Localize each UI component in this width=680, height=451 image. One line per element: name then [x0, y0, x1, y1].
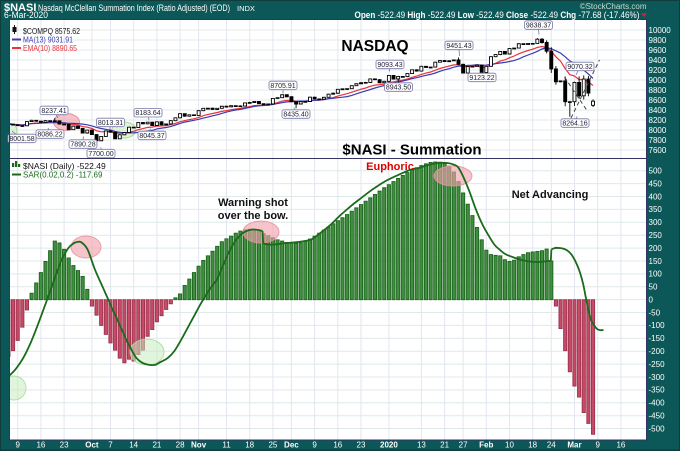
svg-text:8086.22: 8086.22	[37, 131, 62, 138]
svg-text:8600: 8600	[649, 96, 667, 105]
svg-text:Oct: Oct	[85, 441, 99, 450]
svg-text:-450: -450	[649, 412, 666, 421]
svg-text:$NASI (Daily) -522.49: $NASI (Daily) -522.49	[23, 161, 106, 171]
svg-text:Feb: Feb	[479, 441, 493, 450]
svg-text:8264.16: 8264.16	[562, 120, 587, 127]
svg-text:Warning shot: Warning shot	[218, 197, 288, 209]
svg-text:9: 9	[312, 441, 317, 450]
svg-text:500: 500	[649, 167, 663, 176]
svg-text:16: 16	[616, 441, 625, 450]
svg-text:10000: 10000	[649, 26, 672, 35]
svg-text:Dec: Dec	[284, 441, 299, 450]
svg-text:-400: -400	[649, 399, 666, 408]
svg-text:8013.31: 8013.31	[98, 120, 123, 127]
svg-text:24: 24	[547, 441, 556, 450]
svg-text:EMA(10) 8890.65: EMA(10) 8890.65	[23, 44, 77, 53]
svg-text:350: 350	[649, 205, 663, 214]
svg-text:9070.32: 9070.32	[567, 64, 592, 71]
svg-text:NASDAQ: NASDAQ	[341, 38, 408, 55]
svg-text:Nasdaq McClellan Summation Ind: Nasdaq McClellan Summation Index (Ratio …	[38, 3, 230, 13]
svg-text:9800: 9800	[649, 36, 667, 45]
svg-text:$NASI - Summation: $NASI - Summation	[342, 142, 481, 159]
svg-text:-100: -100	[649, 321, 666, 330]
svg-text:300: 300	[649, 218, 663, 227]
svg-text:Open -522.49 High -522.49 Low: Open -522.49 High -522.49 Low -522.49 Cl…	[355, 10, 640, 20]
svg-text:©StockCharts.com: ©StockCharts.com	[580, 2, 647, 11]
svg-text:18: 18	[528, 441, 537, 450]
svg-text:-50: -50	[649, 308, 661, 317]
svg-text:8000: 8000	[649, 126, 667, 135]
svg-text:23: 23	[357, 441, 366, 450]
svg-text:0: 0	[649, 295, 654, 304]
svg-text:28: 28	[176, 441, 185, 450]
svg-text:23: 23	[60, 441, 69, 450]
svg-text:50: 50	[649, 283, 658, 292]
svg-text:150: 150	[649, 257, 663, 266]
svg-text:MA(13) 9031.91: MA(13) 9031.91	[23, 36, 73, 45]
svg-text:-300: -300	[649, 373, 666, 382]
svg-text:-200: -200	[649, 347, 666, 356]
svg-text:over the bow.: over the bow.	[218, 210, 289, 222]
svg-text:16: 16	[333, 441, 342, 450]
svg-text:8237.41: 8237.41	[41, 108, 66, 115]
svg-text:7890.28: 7890.28	[70, 141, 95, 148]
svg-text:-500: -500	[649, 424, 666, 433]
svg-text:8705.91: 8705.91	[270, 83, 295, 90]
svg-text:9200: 9200	[649, 66, 667, 75]
svg-text:7700.00: 7700.00	[88, 151, 113, 158]
svg-text:21: 21	[440, 441, 449, 450]
svg-text:27: 27	[459, 441, 468, 450]
svg-text:9451.43: 9451.43	[446, 43, 471, 50]
svg-text:$NASI: $NASI	[4, 2, 36, 14]
svg-text:Mar: Mar	[567, 441, 581, 450]
svg-text:8435.40: 8435.40	[283, 111, 308, 118]
svg-text:Euphoric: Euphoric	[366, 161, 414, 173]
svg-text:9093.43: 9093.43	[377, 62, 402, 69]
svg-text:250: 250	[649, 231, 663, 240]
svg-text:-350: -350	[649, 386, 666, 395]
svg-text:7800: 7800	[649, 136, 667, 145]
svg-text:9838.37: 9838.37	[526, 22, 551, 29]
svg-text:Net Advancing: Net Advancing	[512, 189, 589, 201]
svg-text:-250: -250	[649, 360, 666, 369]
svg-text:21: 21	[152, 441, 161, 450]
svg-text:14: 14	[129, 441, 138, 450]
svg-text:9123.22: 9123.22	[469, 75, 494, 82]
svg-text:450: 450	[649, 179, 663, 188]
svg-text:8045.37: 8045.37	[139, 133, 164, 140]
svg-text:-150: -150	[649, 334, 666, 343]
svg-text:18: 18	[245, 441, 254, 450]
svg-text:8800: 8800	[649, 86, 667, 95]
svg-text:13: 13	[417, 441, 426, 450]
svg-text:INDX: INDX	[237, 4, 255, 13]
svg-text:2020: 2020	[380, 441, 398, 450]
svg-text:6-Mar-2020: 6-Mar-2020	[4, 10, 48, 20]
svg-text:7: 7	[108, 441, 113, 450]
svg-text:11: 11	[222, 441, 231, 450]
svg-text:200: 200	[649, 244, 663, 253]
svg-text:8200: 8200	[649, 116, 667, 125]
svg-text:8943.50: 8943.50	[386, 84, 411, 91]
svg-text:8001.58: 8001.58	[9, 136, 34, 143]
svg-text:10: 10	[505, 441, 514, 450]
svg-text:9400: 9400	[649, 56, 667, 65]
svg-text:8183.64: 8183.64	[135, 110, 160, 117]
svg-text:SAR(0.02,0.2) -117.69: SAR(0.02,0.2) -117.69	[23, 171, 103, 180]
svg-text:8400: 8400	[649, 106, 667, 115]
svg-text:25: 25	[268, 441, 277, 450]
svg-text:9600: 9600	[649, 46, 667, 55]
svg-text:9: 9	[595, 441, 600, 450]
svg-text:7600: 7600	[649, 146, 667, 155]
svg-text:400: 400	[649, 192, 663, 201]
svg-text:9000: 9000	[649, 76, 667, 85]
svg-text:$COMPQ 8575.62: $COMPQ 8575.62	[23, 26, 80, 36]
svg-text:100: 100	[649, 270, 663, 279]
svg-text:9: 9	[15, 441, 20, 450]
svg-text:Nov: Nov	[191, 441, 207, 450]
svg-text:16: 16	[36, 441, 45, 450]
